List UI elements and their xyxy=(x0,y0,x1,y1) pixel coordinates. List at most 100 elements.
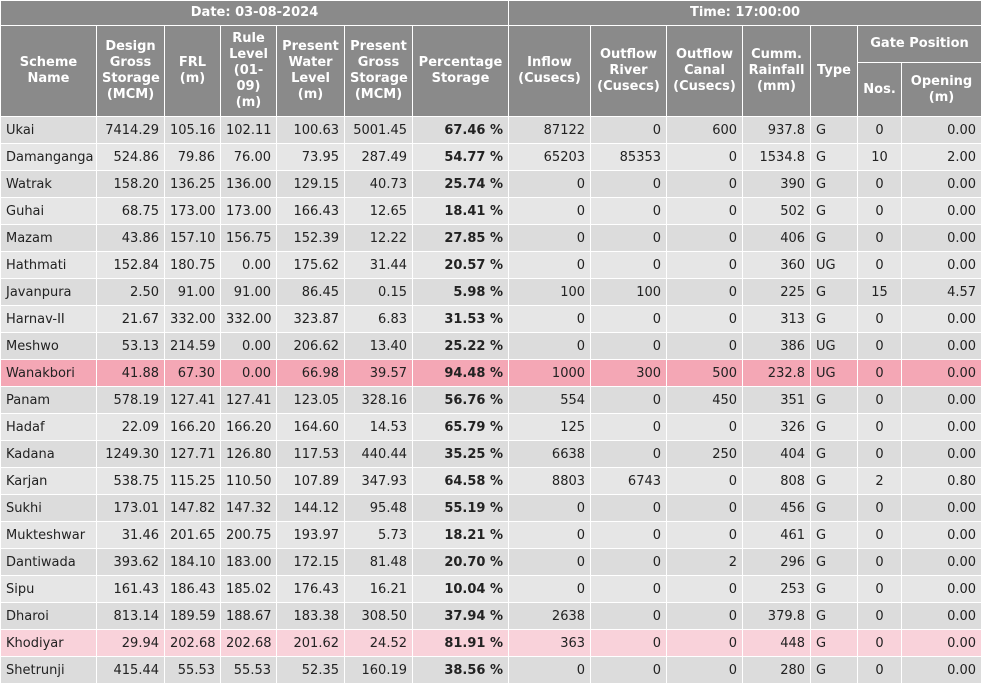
table-body: Ukai 7414.29 105.16 102.11 100.63 5001.45 67.4… xyxy=(0,116,983,684)
cell-rule-level: 185.02 xyxy=(220,575,277,603)
cell-percentage-storage: 81.91 % xyxy=(411,629,510,657)
cell-present-gross-storage: 95.48 xyxy=(344,494,413,522)
table-row[interactable]: Harnav-II 21.67 332.00 332.00 323.87 6.83 31.5… xyxy=(0,305,983,333)
cell-design-storage: 29.94 xyxy=(96,629,165,657)
table-row[interactable]: Mukteshwar 31.46 201.65 200.75 193.97 5.73 18.… xyxy=(0,521,983,549)
cell-gate-nos: 0 xyxy=(857,305,903,333)
cell-present-gross-storage: 31.44 xyxy=(344,251,413,279)
cell-rule-level: 126.80 xyxy=(220,440,277,468)
cell-frl: 173.00 xyxy=(164,197,221,225)
table-row[interactable]: Shetrunji 415.44 55.53 55.53 52.35 160.19 38.5… xyxy=(0,656,983,684)
cell-type: UG xyxy=(810,359,859,387)
cell-percentage-storage: 56.76 % xyxy=(411,386,510,414)
cell-scheme-name: Kadana xyxy=(0,440,97,468)
col-gate-position: Gate Position xyxy=(857,25,983,63)
cell-inflow: 8803 xyxy=(508,467,592,495)
cell-outflow-river: 0 xyxy=(590,521,668,549)
cell-outflow-river: 0 xyxy=(590,386,668,414)
cell-cumm-rainfall: 406 xyxy=(742,224,812,252)
table-row[interactable]: Sipu 161.43 186.43 185.02 176.43 16.21 10.04 %… xyxy=(0,575,983,603)
cell-outflow-canal: 0 xyxy=(666,629,744,657)
cell-inflow: 1000 xyxy=(508,359,592,387)
cell-frl: 202.68 xyxy=(164,629,221,657)
cell-present-gross-storage: 6.83 xyxy=(344,305,413,333)
cell-percentage-storage: 25.22 % xyxy=(411,332,510,360)
table-row[interactable]: Wanakbori 41.88 67.30 0.00 66.98 39.57 94.48 %… xyxy=(0,359,983,387)
table-row[interactable]: Ukai 7414.29 105.16 102.11 100.63 5001.45 67.4… xyxy=(0,116,983,144)
cell-frl: 157.10 xyxy=(164,224,221,252)
date-header: Date: 03-08-2024 xyxy=(0,0,510,26)
cell-outflow-canal: 0 xyxy=(666,413,744,441)
table-row[interactable]: Kadana 1249.30 127.71 126.80 117.53 440.44 35.… xyxy=(0,440,983,468)
cell-gate-opening: 0.80 xyxy=(901,467,983,495)
table-row[interactable]: Dantiwada 393.62 184.10 183.00 172.15 81.48 20… xyxy=(0,548,983,576)
table-row[interactable]: Mazam 43.86 157.10 156.75 152.39 12.22 27.85 %… xyxy=(0,224,983,252)
cell-type: G xyxy=(810,197,859,225)
cell-present-gross-storage: 39.57 xyxy=(344,359,413,387)
cell-gate-nos: 0 xyxy=(857,656,903,684)
cell-present-water-level: 86.45 xyxy=(276,278,345,306)
cell-scheme-name: Damanganga xyxy=(0,143,97,171)
cell-outflow-river: 0 xyxy=(590,440,668,468)
cell-outflow-canal: 0 xyxy=(666,467,744,495)
table-row[interactable]: Guhai 68.75 173.00 173.00 166.43 12.65 18.41 %… xyxy=(0,197,983,225)
cell-design-storage: 158.20 xyxy=(96,170,165,198)
cell-gate-opening: 0.00 xyxy=(901,332,983,360)
col-scheme-name: Scheme Name xyxy=(0,25,97,117)
cell-present-gross-storage: 347.93 xyxy=(344,467,413,495)
cell-present-water-level: 100.63 xyxy=(276,116,345,144)
cell-outflow-canal: 0 xyxy=(666,278,744,306)
table-row[interactable]: Khodiyar 29.94 202.68 202.68 201.62 24.52 81.9… xyxy=(0,629,983,657)
cell-rule-level: 102.11 xyxy=(220,116,277,144)
table-row[interactable]: Panam 578.19 127.41 127.41 123.05 328.16 56.76… xyxy=(0,386,983,414)
cell-scheme-name: Mukteshwar xyxy=(0,521,97,549)
cell-scheme-name: Guhai xyxy=(0,197,97,225)
cell-cumm-rainfall: 448 xyxy=(742,629,812,657)
cell-outflow-canal: 2 xyxy=(666,548,744,576)
cell-inflow: 0 xyxy=(508,305,592,333)
cell-cumm-rainfall: 1534.8 xyxy=(742,143,812,171)
cell-inflow: 6638 xyxy=(508,440,592,468)
cell-rule-level: 136.00 xyxy=(220,170,277,198)
cell-present-water-level: 129.15 xyxy=(276,170,345,198)
table-row[interactable]: Sukhi 173.01 147.82 147.32 144.12 95.48 55.19 … xyxy=(0,494,983,522)
cell-outflow-canal: 0 xyxy=(666,224,744,252)
cell-gate-opening: 0.00 xyxy=(901,494,983,522)
cell-present-gross-storage: 13.40 xyxy=(344,332,413,360)
cell-inflow: 100 xyxy=(508,278,592,306)
cell-gate-opening: 0.00 xyxy=(901,521,983,549)
cell-gate-opening: 0.00 xyxy=(901,386,983,414)
cell-present-water-level: 193.97 xyxy=(276,521,345,549)
table-row[interactable]: Meshwo 53.13 214.59 0.00 206.62 13.40 25.22 % 0… xyxy=(0,332,983,360)
table-row[interactable]: Javanpura 2.50 91.00 91.00 86.45 0.15 5.98 % 10… xyxy=(0,278,983,306)
col-type: Type xyxy=(810,25,859,117)
cell-gate-nos: 15 xyxy=(857,278,903,306)
table-row[interactable]: Karjan 538.75 115.25 110.50 107.89 347.93 64.5… xyxy=(0,467,983,495)
table-row[interactable]: Dharoi 813.14 189.59 188.67 183.38 308.50 37.9… xyxy=(0,602,983,630)
cell-gate-opening: 4.57 xyxy=(901,278,983,306)
cell-rule-level: 76.00 xyxy=(220,143,277,171)
cell-present-water-level: 201.62 xyxy=(276,629,345,657)
cell-outflow-river: 0 xyxy=(590,305,668,333)
cell-outflow-canal: 500 xyxy=(666,359,744,387)
cell-gate-nos: 0 xyxy=(857,602,903,630)
cell-gate-nos: 0 xyxy=(857,116,903,144)
cell-present-water-level: 144.12 xyxy=(276,494,345,522)
cell-inflow: 0 xyxy=(508,197,592,225)
cell-cumm-rainfall: 386 xyxy=(742,332,812,360)
cell-present-gross-storage: 0.15 xyxy=(344,278,413,306)
cell-outflow-canal: 0 xyxy=(666,170,744,198)
cell-inflow: 0 xyxy=(508,548,592,576)
cell-scheme-name: Karjan xyxy=(0,467,97,495)
table-row[interactable]: Hadaf 22.09 166.20 166.20 164.60 14.53 65.79 %… xyxy=(0,413,983,441)
cell-gate-nos: 0 xyxy=(857,629,903,657)
table-row[interactable]: Watrak 158.20 136.25 136.00 129.15 40.73 25.74… xyxy=(0,170,983,198)
cell-frl: 147.82 xyxy=(164,494,221,522)
cell-design-storage: 41.88 xyxy=(96,359,165,387)
cell-scheme-name: Sukhi xyxy=(0,494,97,522)
table-row[interactable]: Hathmati 152.84 180.75 0.00 175.62 31.44 20.57… xyxy=(0,251,983,279)
table-row[interactable]: Damanganga 524.86 79.86 76.00 73.95 287.49 54.… xyxy=(0,143,983,171)
cell-percentage-storage: 55.19 % xyxy=(411,494,510,522)
cell-gate-opening: 0.00 xyxy=(901,359,983,387)
cell-inflow: 0 xyxy=(508,494,592,522)
